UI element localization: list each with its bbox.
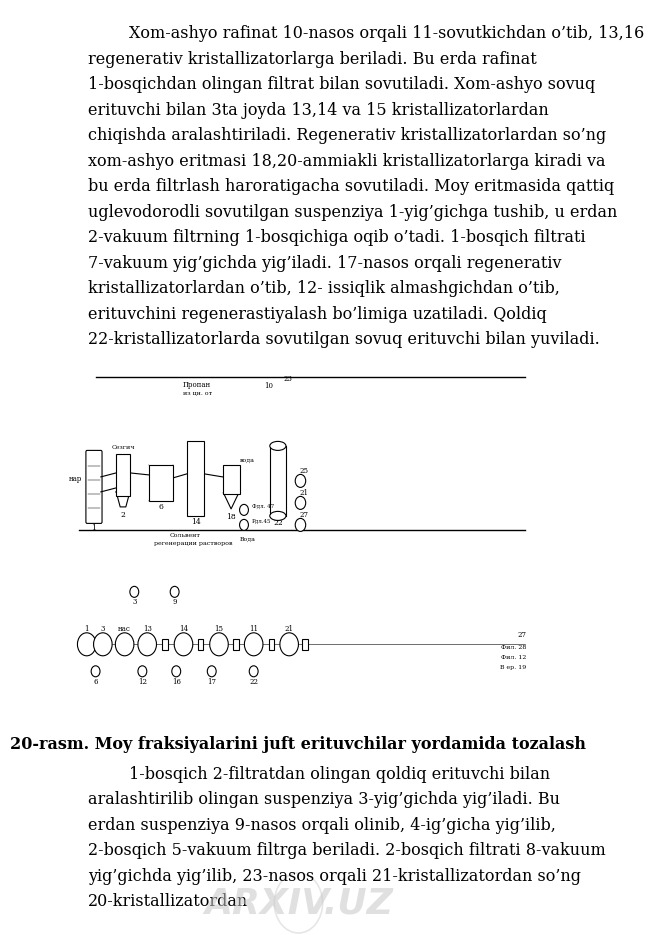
Circle shape [295,496,305,510]
Ellipse shape [270,511,286,521]
Text: 27: 27 [299,511,308,519]
Text: 22-kristallizatorlarda sovutilgan sovuq erituvchi bilan yuviladi.: 22-kristallizatorlarda sovutilgan sovuq … [89,331,600,348]
Text: 21: 21 [285,625,293,633]
Text: 17: 17 [208,678,216,685]
Text: 6: 6 [159,503,163,511]
Text: 15: 15 [214,625,223,633]
Ellipse shape [270,441,286,451]
FancyBboxPatch shape [86,451,102,524]
Text: yig’gichda yig’ilib, 23-nasos orqali 21-kristallizatordan so’ng: yig’gichda yig’ilib, 23-nasos orqali 21-… [89,868,581,885]
Text: 2-bosqich 5-vakuum filtrga beriladi. 2-bosqich filtrati 8-vakuum: 2-bosqich 5-vakuum filtrga beriladi. 2-b… [89,842,606,859]
Circle shape [116,633,134,655]
Text: 10: 10 [264,381,273,390]
Circle shape [295,474,305,487]
Text: 1: 1 [85,625,89,633]
Circle shape [130,586,139,597]
Text: 2: 2 [120,511,126,519]
Bar [198,639,204,650]
Text: 22: 22 [273,519,283,527]
Text: 1: 1 [91,524,97,532]
Text: 12: 12 [138,678,147,685]
Text: из цн. от: из цн. от [182,391,212,396]
Text: 11: 11 [249,625,258,633]
Text: 18: 18 [226,513,236,521]
Text: 2-vakuum filtrning 1-bosqichiga oqib o’tadi. 1-bosqich filtrati: 2-vakuum filtrning 1-bosqichiga oqib o’t… [89,229,586,246]
Text: aralashtirilib olingan suspenziya 3-yig’gichda yig’iladi. Bu: aralashtirilib olingan suspenziya 3-yig’… [89,791,561,808]
Circle shape [138,666,147,677]
Bar [303,639,308,650]
Text: 1-bosqich 2-filtratdan olingan qoldiq erituvchi bilan: 1-bosqich 2-filtratdan olingan qoldiq er… [129,766,550,783]
Bar [186,441,204,516]
Text: вода: вода [240,458,254,464]
Text: 20-rasm. Moy fraksiyalarini juft erituvchilar yordamida tozalash: 20-rasm. Moy fraksiyalarini juft erituvc… [11,736,586,753]
Text: Сезгич: Сезгич [111,445,135,451]
Circle shape [77,633,96,655]
Bar [162,639,168,650]
Text: 22: 22 [249,678,258,685]
Circle shape [239,504,249,515]
Text: 23: 23 [283,375,292,382]
Text: 13: 13 [143,625,151,633]
Text: Xom-ashyo rafinat 10-nasos orqali 11-sovutkichdan o’tib, 13,16: Xom-ashyo rafinat 10-nasos orqali 11-sov… [129,25,644,42]
Text: 25: 25 [299,467,308,475]
Text: erituvchini regenerastiyalash bo’limiga uzatiladi. Qoldiq: erituvchini regenerastiyalash bo’limiga … [89,306,547,323]
Circle shape [138,633,157,655]
Text: Фил. 12: Фил. 12 [501,654,526,660]
Text: erdan suspenziya 9-nasos orqali olinib, 4-ig’gicha yig’ilib,: erdan suspenziya 9-nasos orqali olinib, … [89,816,556,833]
Text: ARXIV.UZ: ARXIV.UZ [204,886,393,920]
Circle shape [175,633,193,655]
Bar [233,639,239,650]
Text: 9: 9 [173,598,177,607]
Circle shape [245,633,263,655]
Text: 27: 27 [518,631,526,640]
Text: Фил. 28: Фил. 28 [501,645,526,650]
Text: 6: 6 [93,678,98,685]
Bar [116,453,130,496]
Text: Пропан: Пропан [183,381,212,389]
Circle shape [170,586,179,597]
Text: 20-kristallizatordan: 20-kristallizatordan [89,893,249,910]
Circle shape [295,518,305,531]
Circle shape [94,633,112,655]
Bar [268,639,274,650]
Bar [223,466,239,495]
Text: bu erda filtrlash haroratigacha sovutiladi. Moy eritmasida qattiq: bu erda filtrlash haroratigacha sovutila… [89,178,615,195]
Circle shape [172,666,180,677]
Text: xom-ashyo eritmasi 18,20-ammiakli kristallizatorlarga kiradi va: xom-ashyo eritmasi 18,20-ammiakli krista… [89,152,606,169]
Circle shape [91,666,100,677]
Circle shape [280,633,299,655]
Text: Сольвент: Сольвент [170,533,201,539]
Text: 21: 21 [299,489,308,496]
Text: 3: 3 [132,598,136,607]
Circle shape [208,666,216,677]
Text: регенерации растворов: регенерации растворов [154,541,233,546]
Text: 14: 14 [179,625,188,633]
Text: Фдл. 47: Фдл. 47 [252,504,274,510]
Text: Рдл.45: Рдл.45 [252,519,272,525]
Circle shape [249,666,258,677]
Circle shape [239,520,249,530]
Text: 14: 14 [191,518,200,526]
Text: 3: 3 [100,625,105,633]
Circle shape [210,633,228,655]
Text: В ер. 19: В ер. 19 [500,665,526,669]
Text: 16: 16 [172,678,180,685]
Text: Вода: Вода [239,538,255,542]
Bar [149,465,173,501]
Text: uglevodorodli sovutilgan suspenziya 1-yig’gichga tushib, u erdan: uglevodorodli sovutilgan suspenziya 1-yi… [89,204,617,221]
Text: regenerativ kristallizatorlarga beriladi. Bu erda rafinat: regenerativ kristallizatorlarga beriladi… [89,50,537,67]
Text: chiqishda aralashtiriladi. Regenerativ kristallizatorlardan so’ng: chiqishda aralashtiriladi. Regenerativ k… [89,127,607,144]
Text: erituvchi bilan 3ta joyda 13,14 va 15 kristallizatorlardan: erituvchi bilan 3ta joyda 13,14 va 15 kr… [89,102,549,119]
Text: нар: нар [69,475,82,482]
Text: 1-bosqichdan olingan filtrat bilan sovutiladi. Xom-ashyo sovuq: 1-bosqichdan olingan filtrat bilan sovut… [89,76,596,93]
Text: 7-vakuum yig’gichda yig’iladi. 17-nasos orqali regenerativ: 7-vakuum yig’gichda yig’iladi. 17-nasos … [89,254,562,271]
Text: нас: нас [118,625,131,633]
Text: kristallizatorlardan o’tib, 12- issiqlik almashgichdan o’tib,: kristallizatorlardan o’tib, 12- issiqlik… [89,280,561,297]
